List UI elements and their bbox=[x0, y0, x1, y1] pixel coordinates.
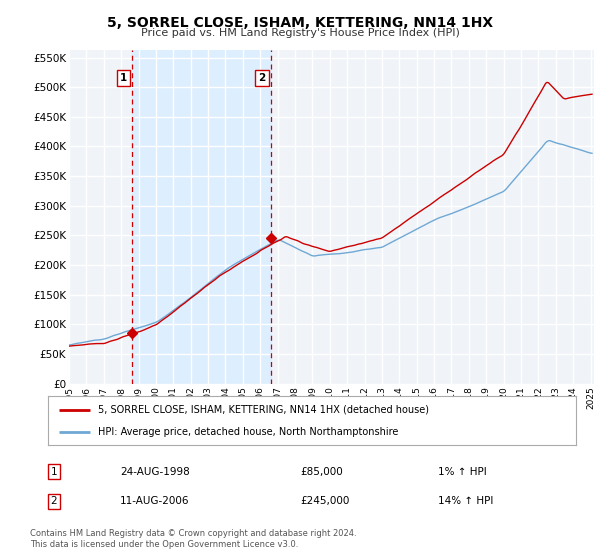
Text: 2: 2 bbox=[50, 496, 58, 506]
Text: 1: 1 bbox=[120, 73, 127, 83]
Text: 24-AUG-1998: 24-AUG-1998 bbox=[120, 466, 190, 477]
Text: 1% ↑ HPI: 1% ↑ HPI bbox=[438, 466, 487, 477]
Text: Contains HM Land Registry data © Crown copyright and database right 2024.
This d: Contains HM Land Registry data © Crown c… bbox=[30, 529, 356, 549]
Text: 5, SORREL CLOSE, ISHAM, KETTERING, NN14 1HX: 5, SORREL CLOSE, ISHAM, KETTERING, NN14 … bbox=[107, 16, 493, 30]
Text: 11-AUG-2006: 11-AUG-2006 bbox=[120, 496, 190, 506]
Text: 5, SORREL CLOSE, ISHAM, KETTERING, NN14 1HX (detached house): 5, SORREL CLOSE, ISHAM, KETTERING, NN14 … bbox=[98, 405, 429, 414]
Text: 14% ↑ HPI: 14% ↑ HPI bbox=[438, 496, 493, 506]
Bar bbox=[132, 50, 271, 384]
Text: £245,000: £245,000 bbox=[300, 496, 349, 506]
Text: £85,000: £85,000 bbox=[300, 466, 343, 477]
Text: 1: 1 bbox=[50, 466, 58, 477]
Text: 2: 2 bbox=[259, 73, 266, 83]
Text: HPI: Average price, detached house, North Northamptonshire: HPI: Average price, detached house, Nort… bbox=[98, 427, 398, 437]
Text: Price paid vs. HM Land Registry's House Price Index (HPI): Price paid vs. HM Land Registry's House … bbox=[140, 28, 460, 38]
